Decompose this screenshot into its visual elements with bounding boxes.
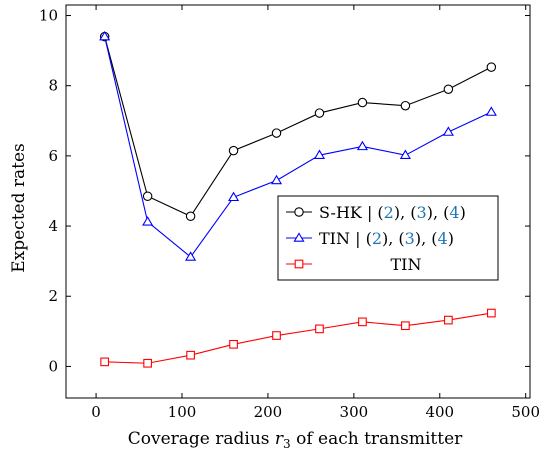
series-line xyxy=(104,36,492,217)
y-tick-label: 6 xyxy=(48,147,58,165)
y-tick-label: 10 xyxy=(39,7,58,25)
series-2 xyxy=(99,30,497,261)
data-point xyxy=(442,126,454,136)
legend-entry: TIN | (2), (3), (4) xyxy=(286,229,454,248)
series-line xyxy=(104,312,492,364)
data-point xyxy=(100,357,110,367)
data-point xyxy=(356,140,369,151)
data-point xyxy=(185,211,196,221)
data-point xyxy=(401,321,410,331)
legend-entry: S-HK | (2), (3), (4) xyxy=(286,203,466,222)
y-tick-label: 0 xyxy=(48,357,58,375)
y-tick-label: 2 xyxy=(48,287,58,305)
x-tick-label: 0 xyxy=(91,403,101,421)
series-1 xyxy=(99,31,497,221)
data-point xyxy=(485,106,497,116)
plot-area xyxy=(99,30,497,368)
data-point xyxy=(185,251,197,261)
legend-marker xyxy=(293,232,305,242)
data-point xyxy=(143,358,152,368)
data-point xyxy=(444,315,453,325)
data-point xyxy=(400,100,411,111)
data-point xyxy=(314,108,325,118)
data-point xyxy=(358,317,367,327)
legend-marker xyxy=(294,207,304,217)
data-point xyxy=(313,149,326,159)
plot-frame xyxy=(65,4,531,399)
data-point xyxy=(399,149,411,159)
y-tick-label: 8 xyxy=(48,77,58,95)
legend-entry: TIN xyxy=(286,255,422,274)
data-point xyxy=(443,84,454,94)
x-tick-label: 400 xyxy=(425,403,454,421)
legend-label: S-HK | (2), (3), (4) xyxy=(319,203,466,222)
data-point xyxy=(142,216,154,226)
data-point xyxy=(271,128,282,138)
x-axis-label: Coverage radius r3 of each transmitter xyxy=(128,429,463,451)
data-point xyxy=(142,191,153,201)
legend-box xyxy=(277,195,499,281)
data-point xyxy=(357,97,368,108)
y-axis-label: Expected rates xyxy=(9,143,29,273)
series-line xyxy=(104,36,492,258)
x-tick-label: 200 xyxy=(254,403,283,421)
series-3 xyxy=(100,308,496,368)
legend-label: TIN xyxy=(391,255,422,274)
data-point xyxy=(486,62,497,72)
data-point xyxy=(272,331,281,340)
data-point xyxy=(486,308,496,318)
y-tick-label: 4 xyxy=(48,217,58,235)
data-point xyxy=(315,324,324,334)
legend: S-HK | (2), (3), (4) TIN | (2), (3), (4) T… xyxy=(277,195,499,281)
data-point xyxy=(229,339,238,349)
x-tick-label: 300 xyxy=(340,403,369,421)
legend-marker xyxy=(294,259,304,269)
legend-label: TIN | (2), (3), (4) xyxy=(319,229,454,248)
data-point xyxy=(270,174,283,185)
axes: 0 100 200 300 400 500 0 2 4 6 8 10 xyxy=(39,4,540,421)
data-point xyxy=(228,145,239,156)
data-point xyxy=(186,350,195,360)
data-point xyxy=(227,191,240,202)
x-tick-label: 100 xyxy=(168,403,197,421)
x-tick-label: 500 xyxy=(511,403,540,421)
data-point xyxy=(99,30,111,41)
